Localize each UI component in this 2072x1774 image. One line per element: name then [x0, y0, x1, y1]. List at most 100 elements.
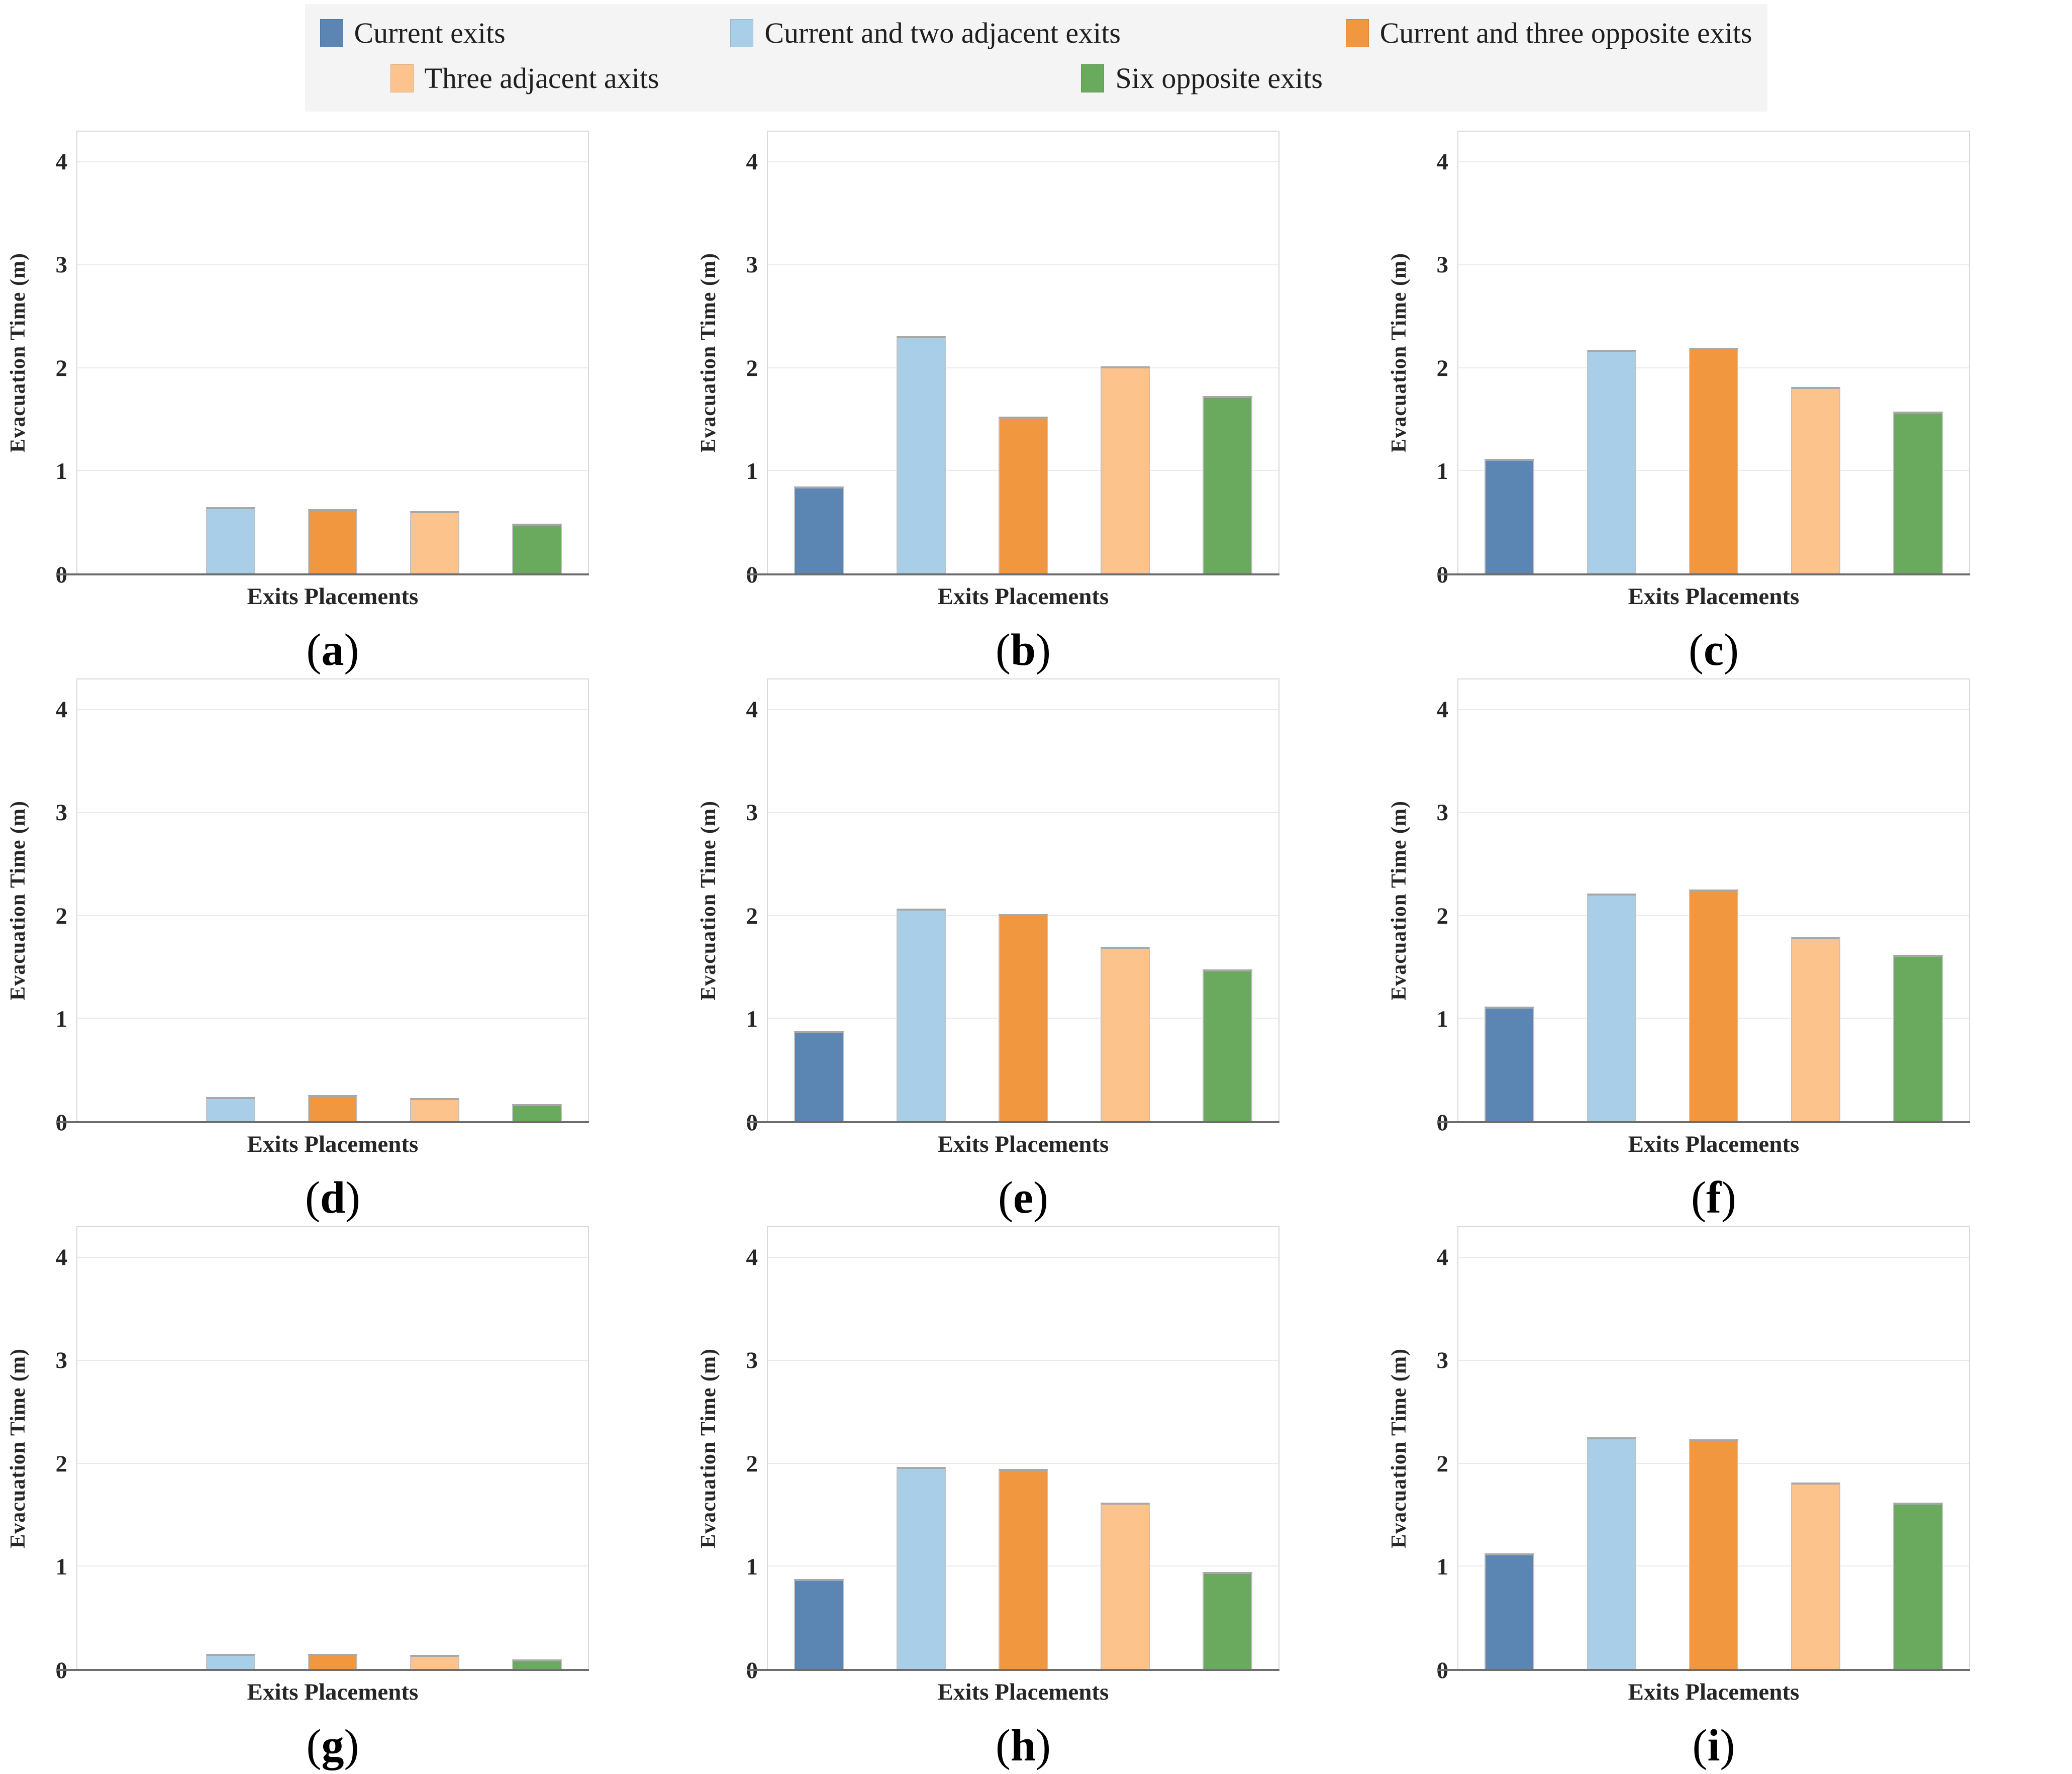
x-axis-title: Exits Placements — [247, 1679, 419, 1705]
bar-six-opposite-exits — [1203, 969, 1252, 1122]
chart-panel-f: Evacuation Time (m)01234Exits Placements… — [1383, 674, 2072, 1223]
y-axis-ticks: 01234 — [725, 1226, 767, 1684]
bar-three-adjacent-axits — [1791, 1482, 1841, 1669]
y-tick-label: 1 — [1436, 1006, 1449, 1033]
bar-three-adjacent-axits — [1791, 386, 1841, 574]
bar-three-adjacent-axits — [1100, 366, 1150, 574]
y-tick-label: 3 — [746, 252, 758, 278]
gridline — [1458, 161, 1969, 163]
panel-letter: a — [321, 625, 344, 675]
panel-letter: b — [1010, 625, 1036, 675]
plot-area — [56, 131, 589, 575]
paren-open: ( — [305, 1173, 320, 1223]
bar-six-opposite-exits — [512, 1104, 562, 1122]
gridline — [768, 812, 1278, 814]
plot-area — [1437, 131, 1970, 575]
y-tick-label: 2 — [55, 1450, 68, 1477]
y-tick-label: 4 — [55, 148, 68, 175]
y-axis-title-wrap: Evacuation Time (m) — [2, 678, 34, 1123]
bar-three-adjacent-axits — [1791, 936, 1841, 1122]
paren-open: ( — [1691, 1173, 1706, 1223]
x-axis-title: Exits Placements — [247, 583, 419, 610]
bar-current-and-two-adjacent-exits — [206, 1654, 256, 1669]
y-tick-label: 3 — [746, 1347, 758, 1374]
legend-swatch — [730, 19, 754, 47]
bar-current-exits — [794, 1579, 844, 1669]
bar-current-and-two-adjacent-exits — [206, 507, 256, 574]
chart-area: Evacuation Time (m)01234 — [2, 131, 693, 588]
paren-close: ) — [1720, 1721, 1735, 1770]
bar-current-and-three-opposite-exits — [998, 1468, 1048, 1669]
y-tick-label: 3 — [55, 1347, 68, 1374]
panel-letter: h — [1010, 1721, 1036, 1770]
legend-item-label: Current and three opposite exits — [1379, 17, 1752, 49]
paren-open: ( — [1689, 625, 1704, 675]
y-axis-ticks: 01234 — [1415, 678, 1457, 1136]
paren-open: ( — [995, 625, 1011, 675]
y-tick-label: 3 — [55, 800, 68, 826]
gridline — [77, 264, 588, 266]
gridline — [77, 1462, 588, 1464]
panel-label: (h) — [767, 1720, 1279, 1771]
y-tick-label: 3 — [1436, 800, 1449, 826]
x-axis-line — [56, 573, 589, 575]
gridline — [77, 1257, 588, 1258]
y-tick-label: 4 — [746, 696, 758, 723]
x-axis-line — [1437, 1669, 1970, 1671]
y-tick-label: 4 — [55, 1244, 68, 1270]
legend-row-1: Current exits Current and two adjacent ex… — [320, 11, 1752, 55]
y-axis-title-wrap: Evacuation Time (m) — [1383, 678, 1415, 1123]
y-axis-title: Evacuation Time (m) — [697, 253, 720, 453]
gridline — [768, 161, 1278, 163]
legend-swatch — [1345, 19, 1369, 47]
panel-letter: c — [1704, 625, 1724, 675]
legend-item-label: Current and two adjacent exits — [764, 17, 1121, 49]
legend-item-current-exits: Current exits — [320, 19, 506, 48]
paren-open: ( — [998, 1173, 1014, 1223]
y-axis-title: Evacuation Time (m) — [1388, 1348, 1411, 1548]
paren-open: ( — [306, 625, 322, 675]
bar-six-opposite-exits — [1893, 411, 1943, 574]
y-tick-label: 1 — [1436, 1554, 1449, 1581]
panel-label: (b) — [767, 624, 1279, 676]
y-axis-title-wrap: Evacuation Time (m) — [1383, 131, 1415, 575]
y-axis-title: Evacuation Time (m) — [1388, 801, 1411, 1001]
y-axis-title: Evacuation Time (m) — [1388, 253, 1411, 453]
legend-item-three-adjacent-axits: Three adjacent axits — [390, 64, 659, 93]
gridline — [768, 709, 1278, 711]
gridline — [1458, 1257, 1969, 1258]
paren-close: ) — [1036, 1721, 1051, 1770]
bar-six-opposite-exits — [1893, 955, 1943, 1122]
gridline — [77, 1018, 588, 1019]
legend-row-2: Three adjacent axits Six opposite exits — [320, 56, 1752, 101]
legend-swatch — [390, 64, 414, 92]
bar-current-and-three-opposite-exits — [1689, 1439, 1739, 1669]
bar-current-and-three-opposite-exits — [998, 914, 1048, 1122]
panel-label: (i) — [1457, 1720, 1970, 1771]
y-tick-label: 1 — [746, 1006, 758, 1033]
x-axis-title: Exits Placements — [937, 1679, 1109, 1705]
plot-area — [747, 678, 1279, 1123]
y-tick-label: 3 — [1436, 252, 1449, 278]
bar-current-exits — [1485, 458, 1534, 574]
chart-area: Evacuation Time (m)01234 — [1383, 678, 2072, 1136]
gridline — [768, 367, 1278, 368]
bar-current-and-two-adjacent-exits — [206, 1097, 256, 1122]
bar-current-exits — [794, 486, 844, 574]
panel-letter: g — [321, 1721, 344, 1770]
y-axis-ticks: 01234 — [34, 678, 76, 1136]
chart-area: Evacuation Time (m)01234 — [693, 678, 1383, 1136]
paren-open: ( — [995, 1721, 1011, 1770]
y-axis-title-wrap: Evacuation Time (m) — [1383, 1226, 1415, 1670]
bar-current-exits — [1485, 1006, 1534, 1122]
chart-panel-d: Evacuation Time (m)01234Exits Placements… — [2, 674, 693, 1223]
plot-area — [747, 1226, 1279, 1671]
paren-close: ) — [345, 1173, 361, 1223]
bar-current-and-two-adjacent-exits — [1587, 1437, 1637, 1669]
legend-item-current-and-two-adjacent-exits: Current and two adjacent exits — [730, 19, 1121, 48]
y-tick-label: 3 — [746, 800, 758, 826]
legend-item-label: Current exits — [354, 17, 506, 49]
y-tick-label: 3 — [55, 252, 68, 278]
y-tick-label: 2 — [746, 903, 758, 929]
chart-panel-g: Evacuation Time (m)01234Exits Placements… — [2, 1222, 693, 1770]
